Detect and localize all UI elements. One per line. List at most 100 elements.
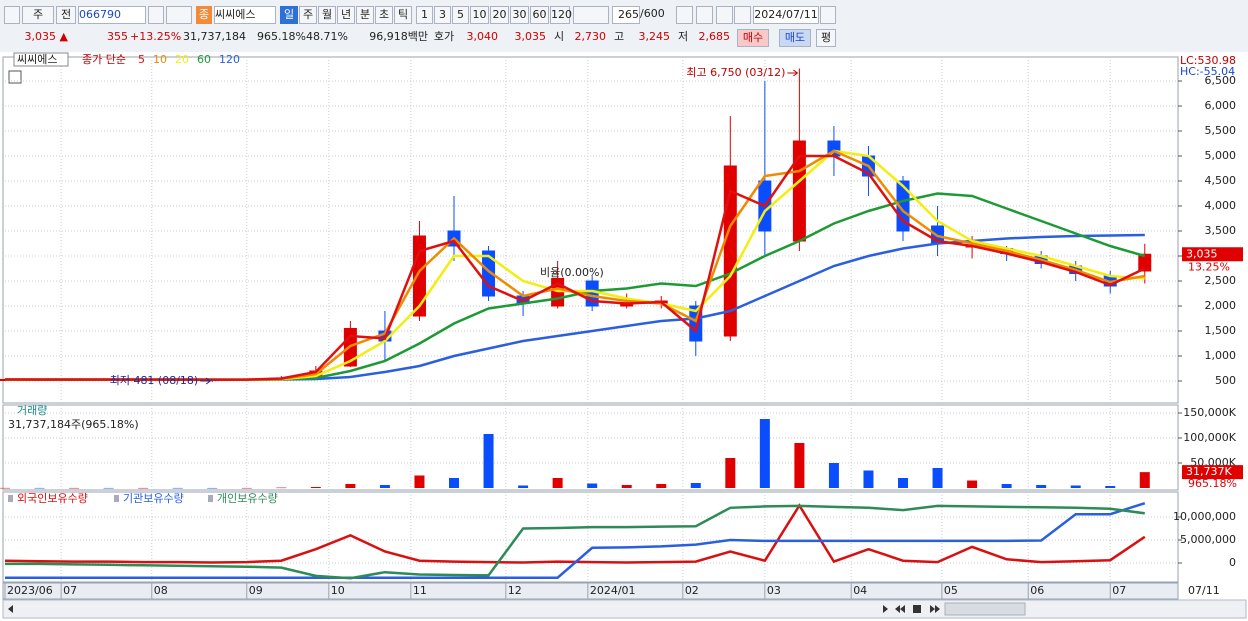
turnover: 48.71% <box>306 30 348 43</box>
market-select[interactable]: 주 <box>22 6 54 24</box>
sell-button[interactable]: 매도 <box>779 29 811 47</box>
period-button[interactable]: 일 <box>280 6 298 24</box>
count-input[interactable]: 265 <box>612 6 640 24</box>
period-button[interactable]: 년 <box>337 6 355 24</box>
volume-rate: 965.18% <box>257 30 306 43</box>
y-tick-label: 3,500 <box>1205 224 1237 237</box>
ask: 3,040 <box>466 30 499 43</box>
legend-box <box>13 52 69 67</box>
annotation-low: 최저 481 (08/18) <box>110 374 199 387</box>
legend-swatch <box>208 495 213 502</box>
y-tick-label: 5,000 <box>1205 149 1237 162</box>
pane-frame <box>2 56 1179 404</box>
hc-label: HC:-55.04 <box>1180 65 1235 78</box>
legend-item: 20 <box>175 53 189 66</box>
volume-bar <box>1070 485 1081 488</box>
search-button[interactable] <box>148 6 164 24</box>
interval-button[interactable]: 10 <box>470 6 489 24</box>
interval-button[interactable]: 30 <box>510 6 529 24</box>
volume-bar <box>621 485 632 488</box>
scroll-left <box>8 605 13 613</box>
legend-name: 씨씨에스 <box>17 53 57 66</box>
amount: 96,918백만 <box>369 30 428 43</box>
playback-button[interactable] <box>930 605 940 613</box>
volume-bar <box>207 487 218 489</box>
interval-button[interactable]: 120 <box>550 6 572 24</box>
volume-bar <box>172 487 183 489</box>
tool-button[interactable] <box>716 6 733 24</box>
interval-button[interactable]: 3 <box>434 6 451 24</box>
tool-button[interactable] <box>676 6 693 24</box>
y-tick-label: 6,000 <box>1205 99 1237 112</box>
pane-frame <box>2 491 1179 583</box>
legend-item: 외국인보유수량 <box>17 492 88 505</box>
volume-bar <box>828 463 839 488</box>
playback-button[interactable] <box>895 605 905 613</box>
period-button[interactable]: 주 <box>299 6 317 24</box>
volume-bar <box>794 443 805 488</box>
scrollbar-thumb <box>944 602 1026 616</box>
last-volume-tag <box>1182 465 1243 480</box>
playback-button[interactable] <box>883 605 888 613</box>
x-tick-label: 09 <box>249 584 263 597</box>
volume-bar <box>34 487 45 489</box>
volume-bar <box>725 458 736 488</box>
x-tick-label: 02 <box>685 584 699 597</box>
last-change: 13.25% <box>1188 260 1230 273</box>
stock-name[interactable]: 씨씨에스 <box>214 6 276 24</box>
period-button[interactable]: 월 <box>318 6 336 24</box>
volume-bar <box>690 483 701 488</box>
interval-button[interactable]: 5 <box>452 6 469 24</box>
lc-label: LC:530.98 <box>1180 54 1236 67</box>
tool-button[interactable] <box>696 6 713 24</box>
layout-button[interactable] <box>4 6 20 24</box>
volume-bar <box>276 487 287 489</box>
open: 2,730 <box>574 30 607 43</box>
volume-bar <box>449 478 460 488</box>
low: 2,685 <box>698 30 731 43</box>
volume-bar <box>863 470 874 488</box>
volume-bar <box>103 487 114 489</box>
view-select[interactable]: 전 <box>56 6 76 24</box>
high: 3,245 <box>638 30 671 43</box>
interval-dropdown[interactable] <box>573 6 609 24</box>
legend-swatch <box>114 495 119 502</box>
y-tick-label: 1,500 <box>1205 324 1237 337</box>
legend-swatch <box>8 495 13 502</box>
y-tick-label: 4,000 <box>1205 199 1237 212</box>
volume-bar <box>0 487 10 489</box>
volume-rate: 965.18% <box>1188 477 1237 490</box>
x-tick-label: 08 <box>154 584 168 597</box>
avg-button[interactable]: 평 <box>816 29 836 47</box>
period-button[interactable]: 초 <box>375 6 393 24</box>
legend-name: 거래량 <box>17 404 47 417</box>
legend-item: 개인보유수량 <box>217 492 278 505</box>
ask-label: 호가 <box>433 30 455 43</box>
code-input[interactable]: 066790 <box>78 6 146 24</box>
x-tick-label: 07 <box>1112 584 1126 597</box>
period-button[interactable]: 틱 <box>394 6 412 24</box>
interval-button[interactable]: 60 <box>530 6 549 24</box>
x-tick-label: 10 <box>331 584 345 597</box>
y-tick-label: 2,000 <box>1205 299 1237 312</box>
tool-button[interactable] <box>734 6 751 24</box>
open-label: 시 <box>553 30 565 43</box>
low-label: 저 <box>677 30 689 43</box>
date-input[interactable]: 2024/07/11 <box>753 6 819 24</box>
buy-button[interactable]: 매수 <box>737 29 769 47</box>
x-tick-label: 12 <box>508 584 522 597</box>
interval-button[interactable]: 1 <box>416 6 433 24</box>
volume-bar <box>656 484 667 488</box>
calendar-button[interactable] <box>820 6 836 24</box>
nav-button[interactable] <box>166 6 192 24</box>
x-tick-label: 03 <box>767 584 781 597</box>
count-max: /600 <box>640 7 665 20</box>
playback-button[interactable] <box>913 605 921 613</box>
volume-bar <box>241 487 252 489</box>
volume-bar <box>345 484 356 488</box>
interval-button[interactable]: 20 <box>490 6 509 24</box>
y-tick-label: 10,000,000 <box>1173 510 1236 523</box>
period-button[interactable]: 분 <box>356 6 374 24</box>
